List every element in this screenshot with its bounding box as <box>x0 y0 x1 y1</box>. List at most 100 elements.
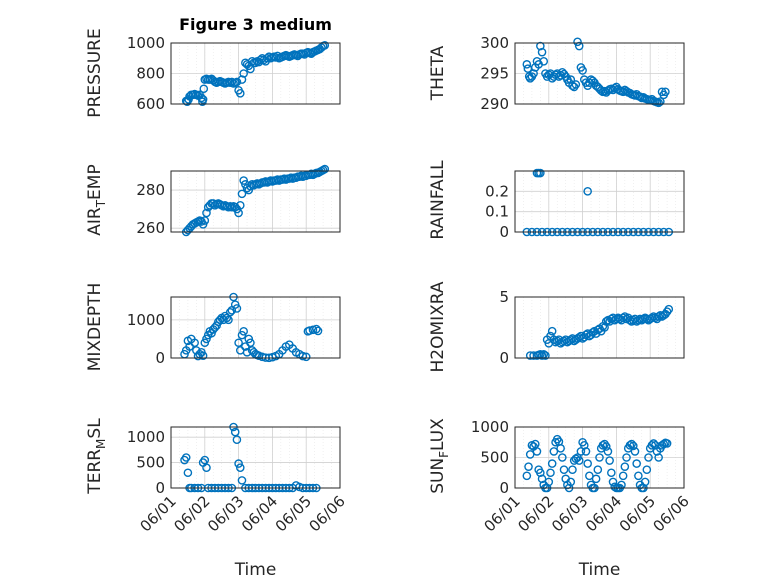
subplot-1: 600 800 1000 PRESSURE <box>85 28 341 118</box>
y-tick-label: 800 <box>136 65 165 83</box>
data-point <box>664 304 674 314</box>
data-point <box>198 351 208 361</box>
data-point <box>234 208 243 218</box>
data-point <box>547 326 557 336</box>
y-tick-label: 1000 <box>127 428 165 446</box>
y-tick-label: 1000 <box>127 34 165 52</box>
subplot-4: 0 0.1 0.2 RAINFALL <box>428 160 685 241</box>
data-point <box>525 450 535 459</box>
data-point <box>593 465 603 475</box>
y-axis-label: H2OMIXRA <box>428 281 448 372</box>
y-tick-label: 5 <box>499 288 509 306</box>
data-point <box>234 459 243 468</box>
y-tick-label: 1000 <box>127 311 165 329</box>
y-axis-label: THETA <box>428 45 448 101</box>
data-point <box>640 477 650 487</box>
axes-border <box>514 296 685 359</box>
data-point <box>235 201 245 210</box>
data-point <box>183 468 193 478</box>
series-markers <box>522 434 672 493</box>
data-point <box>537 474 547 484</box>
data-point <box>544 477 554 487</box>
y-axis-label: MIXDEPTH <box>85 283 105 372</box>
data-point <box>232 77 242 87</box>
data-point <box>642 465 652 475</box>
subplot-6: 0 5 H2OMIXRA <box>428 281 685 373</box>
data-point <box>235 463 245 472</box>
data-point <box>625 440 635 450</box>
data-point <box>659 439 669 449</box>
y-axis-label-sub: F <box>437 451 451 458</box>
data-point <box>232 435 242 445</box>
data-point <box>239 69 248 78</box>
y-axis-label-rest: EMP <box>85 164 105 200</box>
data-point <box>312 324 321 334</box>
data-point <box>601 442 611 451</box>
y-tick-label: 300 <box>480 34 509 52</box>
data-point <box>654 453 663 462</box>
data-point <box>536 168 545 178</box>
y-axis-label: AIRTEMP <box>85 164 108 235</box>
y-tick-label: 290 <box>480 95 509 113</box>
data-point <box>654 98 663 108</box>
data-point <box>237 75 247 84</box>
data-point <box>574 41 584 51</box>
data-point <box>549 447 559 456</box>
y-tick-label: 500 <box>136 454 165 472</box>
x-tick-label: 06/02 <box>514 492 557 535</box>
y-tick-label: 0 <box>499 349 509 367</box>
data-point <box>313 326 323 336</box>
data-point <box>541 351 550 360</box>
axes-border <box>170 42 341 105</box>
data-point <box>579 440 589 450</box>
y-tick-label: 1000 <box>471 418 509 436</box>
data-point <box>574 456 584 465</box>
data-point <box>595 453 604 462</box>
data-point <box>600 323 609 332</box>
data-point <box>607 468 616 478</box>
data-point <box>237 476 247 485</box>
data-point <box>647 440 657 450</box>
data-point <box>227 77 237 87</box>
data-point <box>232 304 242 313</box>
x-tick-label: 06/03 <box>204 492 247 535</box>
y-tick-label: 0 <box>155 479 165 497</box>
x-tick-label: 06/05 <box>272 492 315 535</box>
x-tick-label: 06/03 <box>548 492 591 535</box>
axes-border <box>514 42 685 105</box>
data-point <box>591 474 601 484</box>
data-point <box>190 338 199 348</box>
data-point <box>556 444 565 453</box>
y-axis-label-sub: M <box>94 439 108 449</box>
series-markers <box>181 164 330 237</box>
subplot-7: 0 500 1000 TERRMSL 06/0106/0206/0306/0406/05… <box>85 418 349 580</box>
y-axis-label: SUNFLUX <box>428 418 451 494</box>
data-point <box>234 338 243 348</box>
data-point <box>558 453 567 462</box>
subplot-2: 290 295 300 THETA <box>428 34 685 113</box>
data-point <box>537 47 547 57</box>
series-markers <box>180 292 323 363</box>
x-axis-label: Time <box>234 560 277 580</box>
axes-border <box>170 296 341 359</box>
y-tick-label: 500 <box>480 449 509 467</box>
y-tick-label: 0.2 <box>485 182 509 200</box>
subplot-5: 0 1000 MIXDEPTH <box>85 283 341 372</box>
series-markers <box>525 304 674 360</box>
data-point <box>199 84 209 94</box>
x-tick-label: 06/04 <box>582 492 625 535</box>
axes-border <box>170 426 341 489</box>
series-markers <box>181 40 330 107</box>
data-point <box>559 465 569 475</box>
data-point <box>320 164 330 174</box>
data-point <box>198 95 208 104</box>
x-tick-label: 06/05 <box>616 492 659 535</box>
y-axis-label: TERRMSL <box>85 418 108 495</box>
data-point <box>537 351 547 360</box>
subplot-8: 0 500 1000 SUNFLUX 06/0106/0206/0306/0406/05… <box>428 418 693 580</box>
y-tick-label: 0 <box>155 349 165 367</box>
y-tick-label: 280 <box>136 181 165 199</box>
data-point <box>546 468 555 478</box>
data-point <box>566 75 576 84</box>
